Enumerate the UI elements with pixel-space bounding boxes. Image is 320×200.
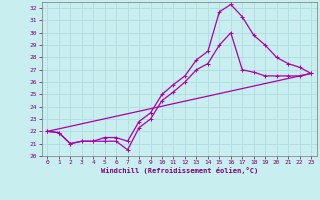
X-axis label: Windchill (Refroidissement éolien,°C): Windchill (Refroidissement éolien,°C): [100, 167, 258, 174]
